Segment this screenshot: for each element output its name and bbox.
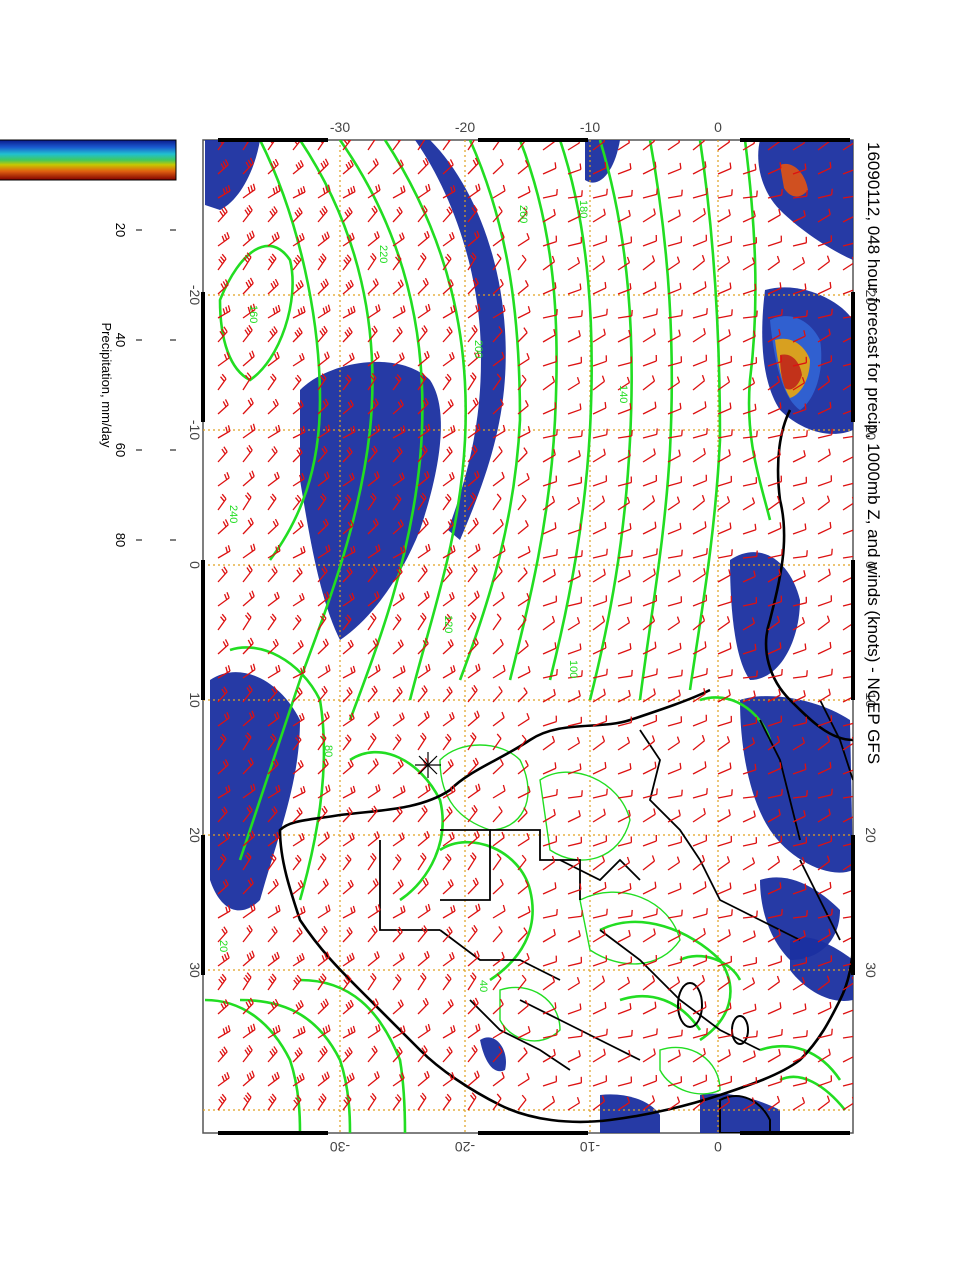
contour-label: 220 [377,245,389,263]
colorbar-tick-label: 60 [113,443,128,457]
contour-label: 180 [577,200,589,218]
contour-label: 100 [567,660,579,678]
contour-label: 120 [442,615,454,633]
colorbar-tick-label: 80 [113,533,128,547]
latitude-tick-label: -30 [330,1139,350,1155]
contour-label: 240 [227,505,239,523]
contour-label: 260 [517,205,529,223]
colorbar-ticks: 20 40 60 80 [113,223,176,547]
colorbar: Precipitation, mm/day 20 40 60 80 [0,140,176,547]
latitude-tick-label: 0 [714,119,722,135]
colorbar-label: Precipitation, mm/day [99,323,114,448]
latitude-tick-label: -20 [455,119,475,135]
latitude-tick-label: -30 [330,119,350,135]
longitude-tick-label: 0 [187,561,203,569]
longitude-tick-label: 10 [187,692,203,708]
contour-label: 80 [322,745,334,757]
latitude-tick-label: 0 [714,1139,722,1155]
longitude-tick-label: 30 [863,962,879,978]
latitude-tick-label: -10 [580,1139,600,1155]
colorbar-gradient [0,140,176,180]
contour-label: 140 [617,385,629,403]
longitude-tick-label: 20 [863,827,879,843]
latitude-tick-label: -20 [455,1139,475,1155]
longitude-tick-label: -10 [187,420,203,440]
contour-label: 200 [472,340,484,358]
contour-label: 40 [477,980,489,992]
longitude-tick-label: 20 [187,827,203,843]
contour-label: 160 [247,305,259,323]
colorbar-tick-label: 40 [113,333,128,347]
contour-label: 20 [217,940,229,952]
latitude-tick-label: -10 [580,119,600,135]
longitude-tick-label: -20 [187,285,203,305]
map-title: 16090112, 048 hour forecast for precip, … [864,142,883,764]
colorbar-tick-label: 20 [113,223,128,237]
longitude-tick-label: 30 [187,962,203,978]
